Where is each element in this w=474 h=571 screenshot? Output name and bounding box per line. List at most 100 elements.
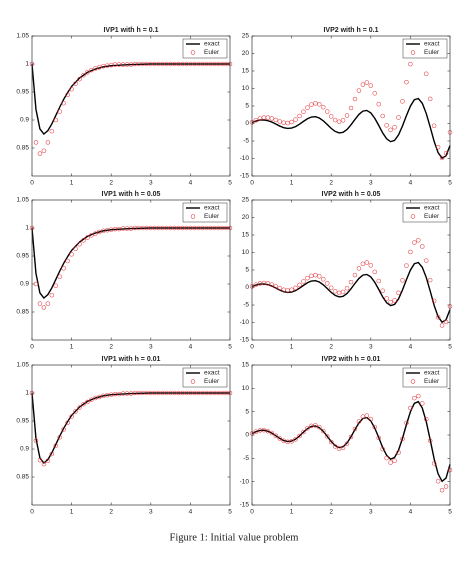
euler-marker bbox=[392, 298, 397, 303]
euler-marker bbox=[344, 441, 350, 446]
euler-marker bbox=[388, 299, 393, 305]
euler-marker bbox=[400, 99, 405, 104]
axes-box bbox=[251, 35, 451, 177]
euler-marker bbox=[289, 287, 294, 292]
y-tick-label: 0.95 bbox=[16, 89, 29, 96]
euler-marker bbox=[53, 443, 59, 448]
euler-marker bbox=[412, 240, 417, 245]
euler-marker bbox=[336, 119, 342, 124]
y-tick-label: 1.05 bbox=[16, 33, 29, 40]
y-tick-label: 1 bbox=[25, 225, 29, 232]
axes-box bbox=[31, 364, 231, 506]
euler-marker bbox=[360, 82, 366, 87]
euler-marker bbox=[332, 288, 338, 294]
euler-marker bbox=[277, 119, 282, 124]
euler-marker bbox=[77, 405, 82, 410]
euler-marker bbox=[77, 241, 82, 247]
chart-title: IVP1 with h = 0.05 bbox=[102, 191, 161, 198]
euler-marker bbox=[431, 298, 437, 304]
x-tick-label: 5 bbox=[448, 180, 452, 187]
euler-marker bbox=[352, 426, 358, 432]
x-tick-label: 0 bbox=[250, 180, 254, 187]
euler-marker bbox=[427, 96, 433, 102]
x-tick-label: 5 bbox=[448, 344, 452, 351]
y-tick-label: -15 bbox=[240, 502, 250, 509]
x-tick-label: 1 bbox=[70, 344, 74, 351]
plot-area bbox=[32, 365, 230, 505]
euler-marker bbox=[49, 451, 55, 457]
euler-marker bbox=[53, 117, 59, 123]
euler-marker bbox=[85, 399, 90, 405]
euler-marker bbox=[431, 461, 437, 466]
y-tick-label: 1 bbox=[25, 390, 29, 397]
axes-box bbox=[31, 35, 231, 177]
chart-title: IVP1 with h = 0.1 bbox=[103, 27, 158, 34]
euler-marker bbox=[85, 70, 90, 75]
y-tick-label: -10 bbox=[240, 155, 250, 162]
euler-marker bbox=[384, 123, 389, 128]
euler-marker bbox=[416, 393, 421, 399]
euler-marker bbox=[324, 109, 330, 114]
euler-marker bbox=[49, 292, 55, 298]
x-tick-label: 1 bbox=[70, 180, 74, 187]
euler-marker bbox=[324, 281, 330, 286]
euler-marker bbox=[368, 263, 374, 268]
y-tick-label: 0.9 bbox=[20, 281, 29, 288]
euler-marker bbox=[431, 123, 437, 129]
y-tick-label: -15 bbox=[240, 337, 250, 344]
euler-marker bbox=[33, 140, 39, 145]
euler-marker bbox=[293, 117, 298, 122]
euler-marker bbox=[33, 438, 39, 443]
euler-marker bbox=[313, 423, 318, 428]
x-tick-label: 2 bbox=[109, 509, 113, 516]
y-tick-label: 0.9 bbox=[20, 446, 29, 453]
y-tick-label: -5 bbox=[243, 455, 249, 462]
legend-marker bbox=[410, 379, 416, 384]
y-tick-label: 0.85 bbox=[16, 474, 29, 481]
x-tick-label: 2 bbox=[329, 344, 333, 351]
euler-marker bbox=[41, 148, 47, 154]
euler-marker bbox=[97, 229, 102, 235]
euler-marker bbox=[289, 439, 294, 444]
euler-marker bbox=[277, 286, 282, 291]
euler-marker bbox=[384, 455, 389, 461]
euler-marker bbox=[33, 281, 39, 287]
euler-marker bbox=[265, 428, 271, 434]
euler-marker bbox=[317, 274, 322, 279]
euler-marker bbox=[81, 72, 86, 78]
euler-marker bbox=[57, 434, 62, 440]
euler-marker bbox=[305, 275, 310, 281]
panel: IVP2 with h = 0.01 0 1 2 3 4 5 -15 -10 -5 0 5 10 15 ex… bbox=[240, 356, 453, 516]
euler-marker bbox=[37, 457, 43, 463]
euler-marker bbox=[49, 128, 55, 134]
euler-marker bbox=[420, 244, 425, 249]
euler-marker bbox=[321, 104, 326, 110]
euler-marker bbox=[364, 80, 370, 85]
euler-marker bbox=[376, 435, 381, 441]
x-tick-label: 3 bbox=[369, 509, 373, 516]
euler-marker bbox=[273, 117, 279, 123]
euler-marker bbox=[93, 395, 98, 401]
euler-marker bbox=[293, 285, 298, 291]
euler-marker bbox=[380, 288, 385, 293]
y-tick-label: 15 bbox=[242, 362, 250, 369]
euler-marker bbox=[380, 113, 385, 119]
euler-marker bbox=[45, 301, 51, 306]
euler-marker bbox=[416, 238, 421, 243]
euler-marker bbox=[273, 284, 279, 289]
euler-marker bbox=[392, 458, 397, 463]
euler-marker bbox=[61, 266, 66, 271]
x-tick-label: 3 bbox=[149, 180, 153, 187]
euler-marker bbox=[301, 429, 306, 435]
y-tick-label: 25 bbox=[242, 197, 250, 204]
panel: IVP1 with h = 0.1 0 1 2 3 4 5 0.85 0.9 0.95 1 1.05 e… bbox=[16, 27, 233, 187]
y-tick-label: 10 bbox=[242, 249, 250, 256]
euler-marker bbox=[81, 238, 86, 243]
euler-marker bbox=[356, 88, 362, 93]
euler-marker bbox=[65, 420, 70, 425]
euler-marker bbox=[376, 278, 381, 284]
chart-title: IVP2 with h = 0.1 bbox=[323, 27, 378, 34]
y-tick-label: 0.85 bbox=[16, 309, 29, 316]
y-tick-label: -15 bbox=[240, 173, 250, 180]
